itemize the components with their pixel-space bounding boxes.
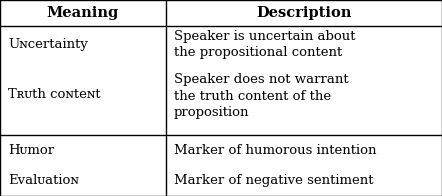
Text: Hᴜmor: Hᴜmor (8, 144, 54, 157)
Text: Uɴcertainty: Uɴcertainty (8, 38, 88, 51)
Text: Eᴠalᴜatioɴ: Eᴠalᴜatioɴ (8, 174, 79, 187)
Text: Marker of humorous intention: Marker of humorous intention (174, 144, 376, 157)
Text: Speaker is uncertain about
the propositional content: Speaker is uncertain about the propositi… (174, 30, 355, 60)
Text: Meaning: Meaning (47, 6, 119, 20)
Text: Marker of negative sentiment: Marker of negative sentiment (174, 174, 373, 187)
Text: Tʀᴜth coɴteɴt: Tʀᴜth coɴteɴt (8, 88, 101, 101)
Text: Speaker does not warrant
the truth content of the
proposition: Speaker does not warrant the truth conte… (174, 73, 348, 119)
Text: Description: Description (256, 6, 351, 20)
